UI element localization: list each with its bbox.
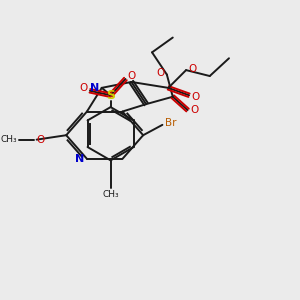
Text: O: O <box>79 83 88 93</box>
Text: O: O <box>188 64 197 74</box>
Text: O: O <box>190 105 198 115</box>
Text: O: O <box>128 71 136 81</box>
Text: O: O <box>36 135 44 145</box>
Text: O: O <box>191 92 200 102</box>
Text: N: N <box>90 83 99 93</box>
Text: O: O <box>156 68 164 78</box>
Text: N: N <box>75 154 84 164</box>
Text: CH₃: CH₃ <box>102 190 119 200</box>
Text: S: S <box>106 89 115 102</box>
Text: CH₃: CH₃ <box>0 135 17 144</box>
Text: Br: Br <box>165 118 176 128</box>
